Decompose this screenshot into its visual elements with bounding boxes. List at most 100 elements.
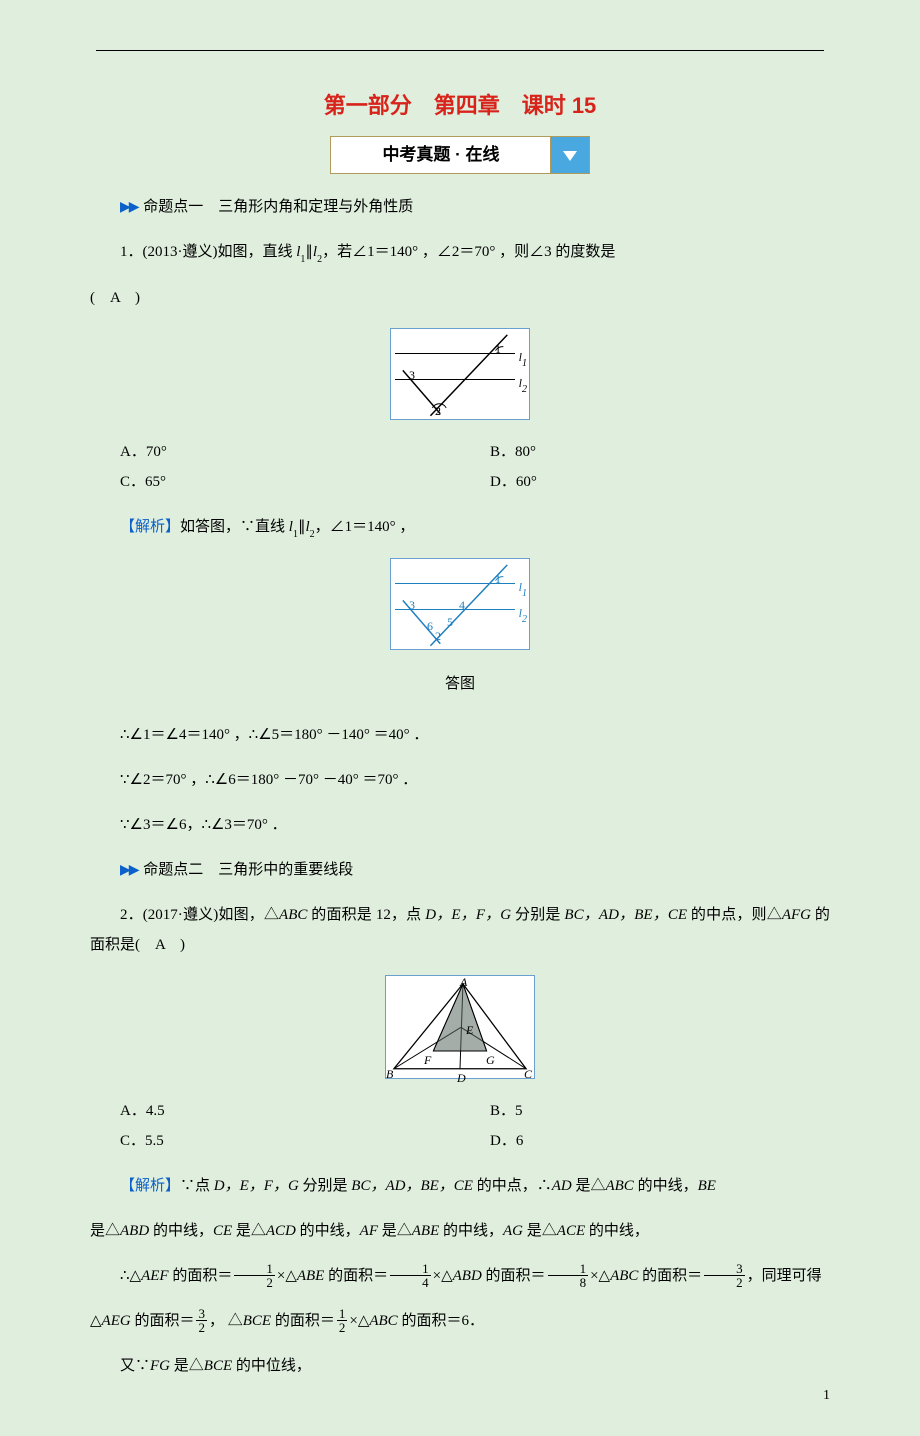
q1-step4: ∵∠3＝∠6，∴∠3＝70° ．	[90, 810, 830, 840]
q1-mid: ，若∠1＝140° ，∠2＝70° ，则∠3 的度数是	[322, 244, 615, 260]
q1-answer-wrap: ( A )	[90, 283, 830, 313]
down-arrow-icon	[563, 151, 577, 161]
t: 是△	[378, 1223, 412, 1239]
q2-opt-b: B．5	[460, 1096, 830, 1126]
pt-g: G	[486, 1048, 495, 1072]
frac-half-2: 12	[337, 1307, 348, 1334]
page-number: 1	[823, 1382, 830, 1410]
fig2-a1: 1	[495, 567, 501, 591]
t: AG	[503, 1223, 523, 1239]
t: CE	[213, 1223, 232, 1239]
num: 1	[337, 1307, 348, 1320]
fig2-caption: 答图	[90, 667, 830, 705]
q2-opt-d: D．6	[460, 1126, 830, 1156]
pt-a: A	[460, 970, 467, 994]
t: ABE	[412, 1223, 440, 1239]
t: ×△	[277, 1268, 297, 1284]
q1-step2: ∴∠1＝∠4＝140° ，∴∠5＝180° －140° ＝40° ．	[90, 720, 830, 750]
fig1-diagram: 1 2 3 l1 l2	[390, 328, 530, 420]
q2-options-2: C．5.5 D．6	[90, 1126, 830, 1156]
num: 1	[548, 1262, 589, 1275]
t: AD	[552, 1178, 572, 1194]
t: BCE	[243, 1313, 271, 1329]
pt-e: E	[466, 1018, 473, 1042]
q2-final: 又∵FG 是△BCE 的中位线，	[90, 1351, 830, 1381]
l2-label: l2	[519, 371, 527, 398]
q1-stem: 1．(2013·遵义)如图，直线 l1∥l2，若∠1＝140° ，∠2＝70° …	[90, 237, 830, 268]
analysis-label: 【解析】	[120, 519, 180, 535]
t: 的中点，∴	[473, 1178, 552, 1194]
t: 的中位线，	[232, 1358, 311, 1374]
t: AEG	[102, 1313, 131, 1329]
opt-d: D．60°	[460, 467, 830, 497]
t: D，E，F，G	[214, 1178, 299, 1194]
t: FG	[150, 1358, 170, 1374]
opt-c: C．65°	[90, 467, 460, 497]
t: BE	[698, 1178, 716, 1194]
q2-stem: 2．(2017·遵义)如图，△ABC 的面积是 12，点 D，E，F，G 分别是…	[90, 900, 830, 960]
t: 分别是	[299, 1178, 352, 1194]
t: AEF	[141, 1268, 169, 1284]
topic2-heading: ▶▶ 命题点二 三角形中的重要线段	[90, 855, 830, 885]
t: ABC	[369, 1313, 397, 1329]
t: △	[90, 1313, 102, 1329]
den: 2	[234, 1275, 275, 1289]
anal1b: ，∠1＝140° ，	[315, 519, 415, 535]
t: ABC	[605, 1178, 633, 1194]
t: 是△	[232, 1223, 266, 1239]
num: 3	[704, 1262, 745, 1275]
pt-b: B	[386, 1062, 393, 1086]
angle-1-label: 1	[495, 337, 501, 361]
q1-analysis-1: 【解析】如答图，∵直线 l1∥l2，∠1＝140° ，	[90, 512, 830, 543]
t: 是△	[572, 1178, 606, 1194]
t: 的面积＝6．	[398, 1313, 484, 1329]
q2-options: A．4.5 B．5	[90, 1096, 830, 1126]
pt-f: F	[424, 1048, 431, 1072]
fig2-a4: 4	[459, 593, 465, 617]
banner-label: 中考真题 · 在线	[330, 136, 590, 174]
fig2-a5: 5	[447, 610, 453, 634]
q1-options: A．70° B．80°	[90, 437, 830, 467]
t: 的中线，	[634, 1178, 698, 1194]
anal1a: 如答图，∵直线	[180, 519, 289, 535]
t: 的面积＝	[482, 1268, 546, 1284]
fig2-l2-label: l2	[519, 601, 527, 628]
l1-label: l1	[519, 345, 527, 372]
q2-eq1: ∴△AEF 的面积＝12×△ABE 的面积＝14×△ABD 的面积＝18×△AB…	[90, 1261, 830, 1291]
t: 又∵	[120, 1358, 150, 1374]
t: BC，AD，BE，CE	[351, 1178, 473, 1194]
opt-a: A．70°	[90, 437, 460, 467]
t: 的面积＝	[271, 1313, 335, 1329]
q2-opt-a: A．4.5	[90, 1096, 460, 1126]
t: 的中线，	[439, 1223, 503, 1239]
t: 的中线，	[149, 1223, 213, 1239]
q1-step3: ∵∠2＝70° ，∴∠6＝180° －70° －40° ＝70° ．	[90, 765, 830, 795]
figure-3: A B C D E F G	[90, 975, 830, 1090]
t: ×△	[433, 1268, 453, 1284]
figure-1: 1 2 3 l1 l2	[90, 328, 830, 431]
t: ACD	[266, 1223, 296, 1239]
banner-text: 中考真题 · 在线	[382, 145, 499, 164]
num: 1	[390, 1262, 431, 1275]
q2-anal-label: 【解析】	[120, 1178, 180, 1194]
fig2-a3: 3	[409, 593, 415, 617]
num: 1	[234, 1262, 275, 1275]
t: ， △	[209, 1313, 243, 1329]
fig2-l1-label: l1	[519, 575, 527, 602]
t: BCE	[204, 1358, 232, 1374]
t: ，同理可得	[747, 1268, 822, 1284]
num: 3	[196, 1307, 207, 1320]
t: ABE	[297, 1268, 325, 1284]
den: 8	[548, 1275, 589, 1289]
topic2-label: 命题点二 三角形中的重要线段	[143, 862, 353, 878]
t: ABC	[610, 1268, 638, 1284]
t: 是△	[90, 1223, 120, 1239]
marker-icon: ▶▶	[120, 863, 138, 878]
top-rule	[96, 50, 824, 51]
den: 2	[196, 1320, 207, 1334]
fig2-diagram: 1 3 4 5 6 2 l1 l2	[390, 558, 530, 650]
marker-icon: ▶▶	[120, 200, 138, 215]
t: 的面积＝	[324, 1268, 388, 1284]
q2-pre: 2．(2017·遵义)如图，△	[120, 907, 279, 923]
angle-2-label: 2	[435, 399, 441, 423]
